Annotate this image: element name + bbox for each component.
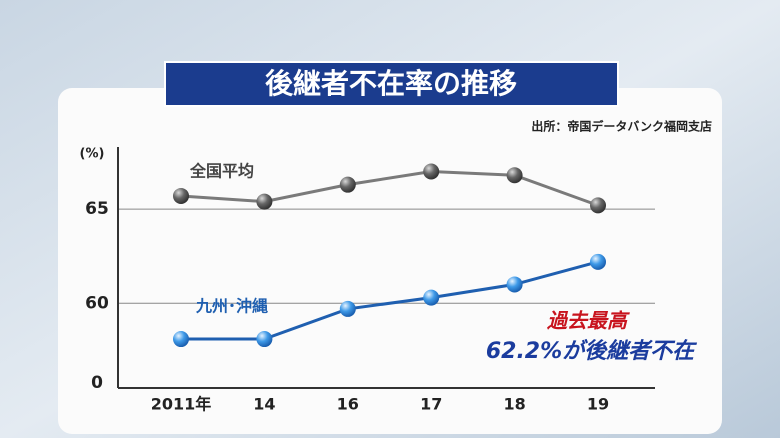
- data-point: [590, 253, 606, 270]
- data-point: [423, 163, 440, 180]
- chart-title: 後継者不在率の推移: [265, 67, 517, 100]
- y-tick-label: 60: [85, 293, 109, 313]
- data-point: [423, 289, 440, 306]
- annotation: 過去最高: [546, 309, 630, 333]
- title-banner: [164, 61, 619, 107]
- data-point: [173, 187, 189, 204]
- annotation: 62.2%が後継者不在: [486, 338, 697, 364]
- y-origin-label: 0: [91, 373, 103, 393]
- series-line: [180, 169, 599, 207]
- data-point: [506, 167, 523, 184]
- y-tick-label: 65: [85, 199, 109, 219]
- series-label: 九州･沖縄: [195, 297, 268, 316]
- x-tick-label: 19: [587, 395, 609, 414]
- x-tick-label: 17: [420, 395, 442, 414]
- series-label: 全国平均: [189, 162, 254, 181]
- y-unit: (%): [80, 147, 105, 162]
- x-tick-label: 16: [337, 395, 359, 414]
- x-tick-label: 2011年: [151, 395, 212, 414]
- data-point: [173, 331, 189, 348]
- data-point: [590, 197, 606, 214]
- data-point: [256, 331, 273, 348]
- source: 出所：帝国データバンク福岡支店: [531, 119, 712, 134]
- data-point: [339, 176, 356, 193]
- x-tick-label: 18: [503, 395, 525, 414]
- x-tick-label: 14: [253, 395, 275, 414]
- panel: [58, 88, 722, 434]
- data-point: [256, 193, 273, 210]
- data-point: [339, 300, 356, 317]
- series-line: [181, 260, 599, 341]
- data-point: [506, 276, 523, 293]
